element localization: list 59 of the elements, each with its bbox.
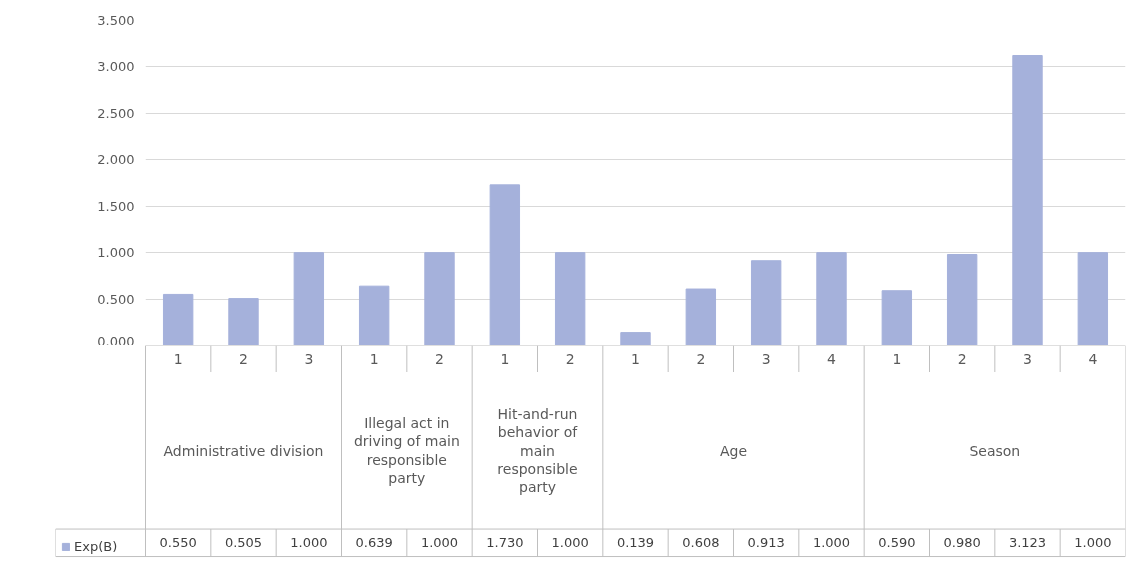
x-tick-label: 1: [173, 350, 183, 367]
data-label: 1.000: [812, 535, 851, 551]
x-tick-label: 2: [239, 350, 248, 367]
x-tick-label: 2: [565, 350, 575, 367]
bar: [489, 184, 521, 345]
x-tick-label: 1: [500, 350, 510, 367]
text: Illegal act in driving of main responsible party: [353, 414, 460, 487]
data-label: 1.000: [420, 535, 459, 551]
y-tick-label: 3.000: [97, 59, 135, 75]
data-label: 1.000: [1074, 535, 1112, 551]
x-tick-label: 1: [369, 350, 379, 367]
bar: [1012, 55, 1043, 345]
data-label: 0.608: [682, 535, 720, 551]
text: Season: [969, 442, 1021, 459]
x-tick-label: 3: [761, 350, 771, 367]
y-tick-label: 1.000: [97, 245, 135, 261]
x-tick-label: 3: [1023, 350, 1032, 367]
y-tick-label: 0.500: [97, 291, 135, 307]
data-label: 0.980: [943, 535, 981, 551]
text: Administrative division: [163, 442, 324, 459]
text: Age: [719, 442, 748, 459]
text: Hit-and-run behavior of main responsible party: [497, 405, 579, 496]
x-tick-label: 1: [631, 350, 640, 367]
y-tick-label: 2.500: [97, 105, 135, 121]
bar: [1077, 252, 1109, 345]
bar: [750, 260, 782, 345]
x-tick-label: 1: [892, 350, 902, 367]
data-label: 0.913: [747, 535, 785, 551]
x-tick-label: 2: [696, 350, 706, 367]
data-label: 0.590: [878, 535, 916, 551]
bar: [424, 252, 455, 345]
bar: [816, 252, 847, 345]
x-tick-label: 4: [1088, 350, 1098, 367]
bar: [685, 288, 717, 345]
bar: [620, 332, 651, 345]
data-label: 1.000: [551, 535, 589, 551]
data-label: 0.639: [355, 535, 393, 551]
legend-label: Exp(B): [74, 538, 118, 555]
x-tick-label: 2: [435, 350, 444, 367]
y-tick-label: 1.500: [97, 198, 135, 214]
bar: [228, 298, 259, 345]
bar: [946, 254, 978, 345]
x-tick-label: 3: [304, 350, 314, 367]
data-label: 0.139: [616, 535, 655, 551]
x-tick-label: 2: [957, 350, 967, 367]
data-label: 0.505: [224, 535, 263, 551]
y-tick-label: 3.500: [97, 13, 135, 28]
data-label: 3.123: [1008, 535, 1047, 551]
bar: [162, 293, 194, 345]
bar: [554, 252, 586, 345]
bar: [358, 285, 390, 345]
bar: [881, 290, 913, 345]
y-tick-label: 2.000: [97, 152, 135, 168]
bar: [293, 252, 325, 345]
y-tick-label: 0.000: [97, 333, 135, 349]
x-tick-label: 4: [827, 350, 837, 367]
data-label: 1.000: [290, 535, 328, 551]
data-label: 1.730: [486, 535, 524, 551]
data-label: 0.550: [159, 535, 197, 551]
